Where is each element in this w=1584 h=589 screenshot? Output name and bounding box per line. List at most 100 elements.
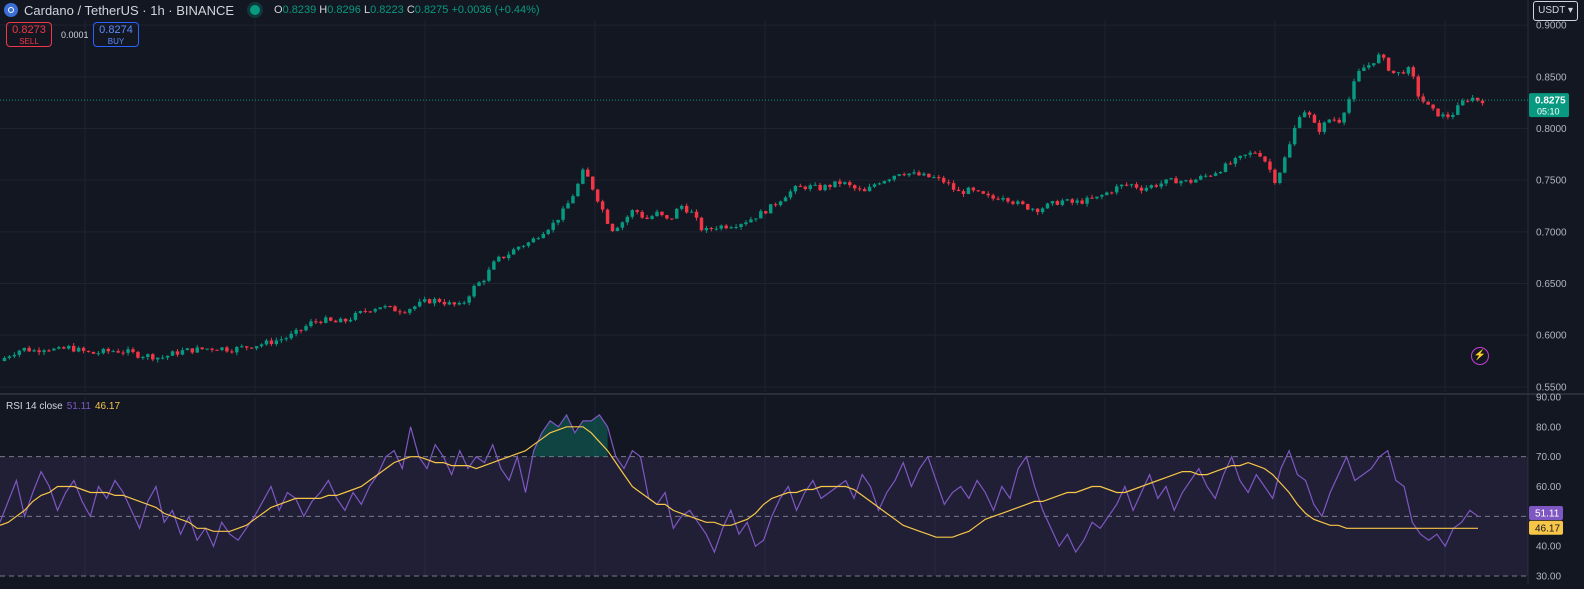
candle-body (610, 223, 615, 232)
symbol-title[interactable]: Cardano / TetherUS · 1h · BINANCE (24, 2, 235, 18)
candle-body (1189, 180, 1193, 183)
candle-body (932, 177, 936, 179)
cardano-logo-icon (4, 3, 18, 17)
candle-body (388, 306, 392, 308)
candle-body (57, 347, 61, 349)
candle-body (971, 187, 976, 191)
candle-body (235, 346, 239, 353)
candle-body (877, 183, 882, 185)
candle-body (1203, 175, 1208, 177)
candle-body (368, 311, 373, 313)
candle-body (600, 201, 605, 210)
candle-body (52, 348, 56, 351)
candle-body (333, 320, 338, 323)
candle-body (492, 261, 496, 270)
candle-body (62, 347, 66, 349)
candle-body (951, 183, 956, 190)
candle-body (1258, 153, 1262, 157)
y-tick-label: 0.7000 (1536, 227, 1567, 238)
rsi-tick-label: 80.00 (1536, 422, 1561, 433)
candle-body (81, 347, 86, 351)
candle-body (1451, 114, 1455, 118)
candle-body (1124, 184, 1129, 186)
candle-body (773, 204, 778, 206)
candle-body (1456, 105, 1460, 115)
last-price-badge (1529, 93, 1569, 118)
candle-body (754, 218, 758, 220)
candle-body (299, 329, 303, 331)
candle-body (259, 344, 264, 347)
candle-body (1327, 119, 1332, 123)
candle-body (422, 299, 427, 302)
candle-body (907, 173, 911, 176)
candle-body (86, 350, 91, 352)
candle-body (284, 338, 288, 340)
candle-body (1297, 117, 1302, 128)
y-tick-label: 0.8500 (1536, 72, 1567, 83)
candle-body (27, 347, 31, 352)
candle-body (373, 309, 377, 312)
candle-body (1208, 175, 1213, 177)
candle-body (828, 184, 832, 188)
candle-body (1391, 70, 1396, 73)
candle-body (457, 303, 461, 305)
candle-body (1080, 200, 1084, 204)
y-tick-label: 0.9000 (1536, 21, 1567, 32)
buy-button[interactable]: 0.8274 BUY (93, 22, 139, 47)
candle-body (1461, 100, 1465, 106)
candle-body (17, 350, 22, 355)
candle-body (215, 349, 219, 351)
candle-body (917, 172, 921, 176)
candle-body (22, 347, 26, 351)
candle-body (1347, 99, 1351, 113)
candle-body (823, 184, 827, 191)
candle-body (279, 339, 284, 341)
candle-body (996, 198, 1000, 200)
candle-body (793, 185, 798, 192)
candle-body (427, 299, 432, 304)
candle-body (319, 321, 323, 323)
candle-body (882, 181, 887, 184)
candle-body (1090, 197, 1094, 199)
candle-body (694, 211, 699, 218)
sell-button[interactable]: 0.8273 SELL (6, 22, 52, 47)
candle-body (91, 351, 96, 354)
candle-body (67, 345, 71, 349)
candle-body (848, 182, 852, 186)
candle-body (1436, 108, 1440, 117)
candle-body (744, 222, 748, 225)
lightning-bolt-icon[interactable]: ⚡ (1471, 347, 1489, 365)
candle-body (551, 222, 555, 230)
ohlc-readout: O0.8239 H0.8296 L0.8223 C0.8275 +0.0036 … (274, 4, 540, 16)
candle-body (432, 298, 437, 304)
candle-body (1421, 96, 1425, 102)
candle-body (1070, 199, 1074, 203)
candle-body (576, 183, 580, 197)
candle-body (1367, 65, 1371, 68)
candle-body (1386, 57, 1391, 71)
candle-body (269, 340, 274, 345)
candle-body (1446, 114, 1450, 118)
candle-body (976, 190, 981, 192)
candle-body (1223, 163, 1228, 172)
candle-body (719, 225, 723, 229)
candle-body (1001, 198, 1005, 200)
candle-body (1065, 199, 1070, 201)
candle-body (1475, 97, 1480, 101)
rsi-legend[interactable]: RSI 14 close 51.11 46.17 (6, 401, 120, 412)
spread-value: 0.0001 (61, 30, 89, 40)
rsi-ma-badge (1529, 520, 1563, 535)
candle-body (1030, 208, 1035, 210)
candle-body (586, 169, 590, 177)
candle-body (625, 216, 630, 223)
candle-body (1129, 184, 1134, 186)
candle-body (126, 349, 130, 353)
candle-body (506, 254, 511, 259)
candle-body (1139, 187, 1144, 191)
candle-body (240, 346, 244, 348)
candle-body (1283, 157, 1287, 173)
candle-body (1114, 186, 1119, 193)
currency-button[interactable]: USDT ▾ (1533, 1, 1578, 21)
candle-body (556, 219, 560, 223)
